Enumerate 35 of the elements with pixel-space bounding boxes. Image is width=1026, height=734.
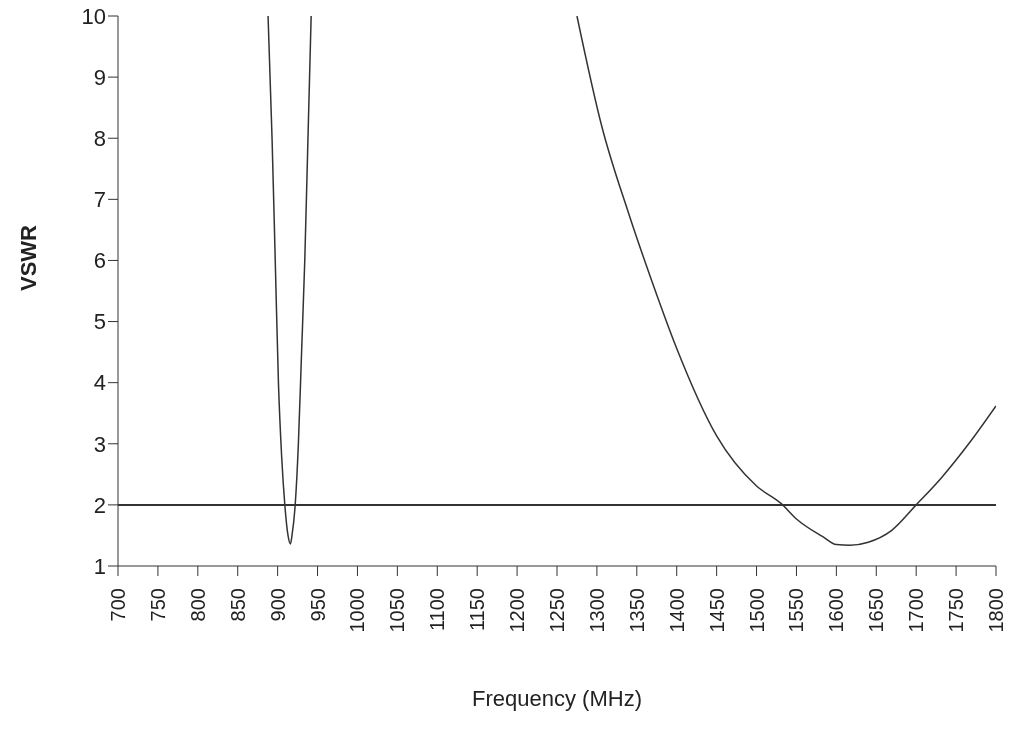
x-tick-label: 1500 — [745, 588, 768, 633]
y-tick-label: 3 — [93, 431, 106, 457]
x-tick-label: 1100 — [426, 588, 449, 632]
x-tick-label: 1250 — [546, 588, 568, 633]
x-tick-label: 1800 — [985, 588, 1007, 633]
y-tick-label: 9 — [93, 64, 106, 90]
x-tick-label: 1550 — [785, 588, 808, 633]
x-tick-label: 1350 — [625, 588, 648, 633]
x-tick-label: 900 — [266, 588, 289, 622]
x-tick-label: 850 — [226, 588, 249, 622]
x-tick-label: 1750 — [945, 588, 968, 633]
y-tick-label: 4 — [93, 370, 106, 396]
x-tick-label: 1400 — [665, 588, 688, 633]
x-tick-label: 950 — [306, 588, 329, 622]
x-tick-label: 1050 — [386, 588, 409, 633]
x-tick-label: 1650 — [865, 588, 888, 633]
x-tick-label: 1700 — [905, 588, 928, 633]
x-tick-label: 800 — [186, 588, 209, 622]
y-tick-label: 5 — [93, 309, 106, 335]
x-tick-label: 1150 — [466, 588, 489, 632]
x-tick-label: 1300 — [585, 588, 608, 633]
x-tick-label: 700 — [107, 588, 129, 622]
y-tick-label: 7 — [93, 187, 106, 213]
y-tick-label: 6 — [93, 248, 106, 274]
y-tick-label: 10 — [81, 3, 106, 29]
y-tick-label: 1 — [93, 553, 106, 579]
x-tick-label: 1000 — [346, 588, 369, 633]
y-tick-label: 2 — [93, 492, 106, 518]
x-tick-label: 750 — [146, 588, 169, 622]
y-axis-title: VSWR — [15, 224, 41, 291]
x-tick-label: 1200 — [506, 588, 529, 633]
y-tick-label: 8 — [93, 126, 106, 152]
x-tick-label: 1600 — [825, 588, 848, 633]
x-axis-title: Frequency (MHz) — [472, 686, 642, 711]
x-tick-label: 1450 — [705, 588, 728, 633]
